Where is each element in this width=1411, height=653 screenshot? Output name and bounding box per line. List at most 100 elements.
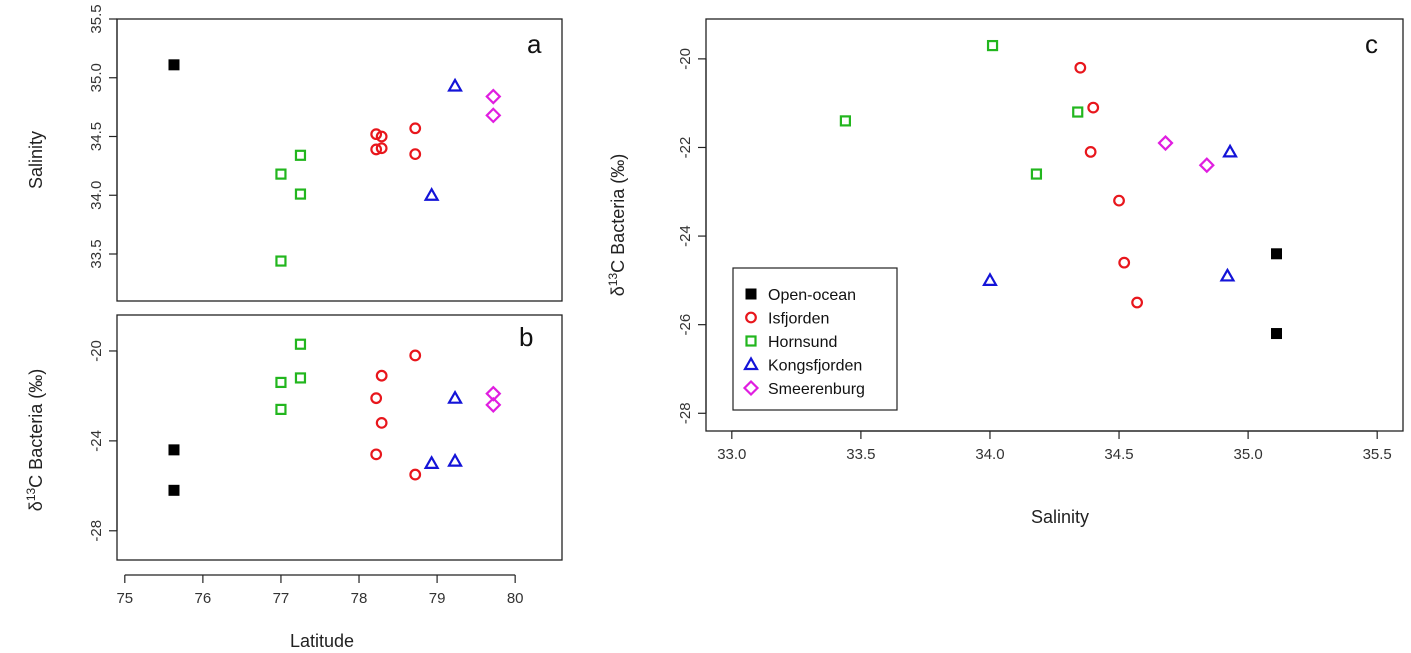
- y-tick-label: -20: [677, 48, 694, 70]
- y-tick-label: -22: [677, 137, 694, 159]
- data-point-kongsfjorden: [1219, 267, 1236, 282]
- panel-c-ylabel-rest: C Bacteria (‰): [608, 154, 628, 273]
- panel-c-x-axis-label: Salinity: [1031, 507, 1089, 527]
- data-point-hornsund: [1072, 106, 1084, 118]
- y-tick-label: -24: [677, 225, 694, 247]
- panel-c-letter: c: [1365, 29, 1378, 59]
- panel-b-y-ticks: -20 -24 -28: [88, 340, 118, 542]
- legend-label-isfjorden: Isfjorden: [768, 311, 829, 328]
- panel-b-ylabel-delta: δ: [26, 501, 46, 511]
- panel-b-points: [168, 338, 502, 496]
- x-tick-label: 35.0: [1234, 446, 1263, 463]
- x-tick-label: 77: [273, 590, 290, 607]
- y-tick-label: -28: [88, 520, 105, 542]
- x-tick-label: 76: [195, 590, 212, 607]
- data-point-hornsund: [294, 372, 307, 384]
- panel-c-x-ticks: 33.0 33.5 34.0 34.5 35.0 35.5: [717, 430, 1392, 463]
- panel-b-ylabel-rest: C Bacteria (‰): [26, 369, 46, 488]
- y-tick-label: 34.5: [88, 122, 105, 151]
- panel-c-points: [839, 39, 1283, 340]
- data-point-smeerenburg: [485, 396, 502, 413]
- panel-c-ylabel-sup: 13: [606, 273, 620, 287]
- panel-a-letter: a: [527, 29, 542, 59]
- data-point-isfjorden: [1131, 296, 1144, 309]
- data-point-isfjorden: [1074, 61, 1087, 74]
- data-point-isfjorden: [1084, 146, 1097, 158]
- data-point-isfjorden: [370, 392, 383, 405]
- data-point-isfjorden: [375, 416, 388, 429]
- y-tick-label: -20: [88, 340, 105, 362]
- y-tick-label: 34.0: [88, 181, 105, 210]
- x-tick-label: 34.5: [1104, 446, 1133, 463]
- panel-a-frame: [116, 18, 563, 302]
- data-point-open_ocean: [1271, 328, 1283, 340]
- panel-a: a Salinity 33.5 34.0 34.5 35.0 35.5: [26, 4, 563, 302]
- data-point-smeerenburg: [1198, 157, 1215, 174]
- data-point-hornsund: [986, 39, 999, 52]
- data-point-kongsfjorden: [447, 77, 463, 92]
- data-point-smeerenburg: [1157, 134, 1174, 152]
- data-point-open_ocean: [168, 444, 180, 456]
- x-tick-label: 34.0: [975, 446, 1004, 463]
- data-point-isfjorden: [1087, 101, 1100, 114]
- y-tick-label: -24: [88, 430, 105, 452]
- x-tick-label: 35.5: [1363, 446, 1392, 463]
- data-point-smeerenburg: [485, 88, 502, 105]
- data-point-hornsund: [275, 376, 287, 389]
- panel-b-x-ticks: 75 76 77 78 79 80: [116, 574, 524, 607]
- data-point-hornsund: [275, 403, 287, 416]
- legend-marker-open_ocean: [745, 288, 757, 300]
- panel-a-points: [168, 59, 502, 267]
- data-point-hornsund: [294, 188, 307, 200]
- x-tick-label: 33.5: [846, 446, 875, 463]
- data-point-isfjorden: [375, 369, 388, 382]
- x-tick-label: 80: [507, 590, 524, 607]
- panel-b-x-axis-label: Latitude: [290, 631, 354, 651]
- data-point-isfjorden: [1113, 194, 1125, 207]
- data-point-isfjorden: [375, 142, 388, 155]
- panel-b-ylabel-sup: 13: [24, 488, 38, 502]
- data-point-isfjorden: [370, 128, 383, 141]
- legend-label-hornsund: Hornsund: [768, 334, 837, 351]
- data-point-smeerenburg: [485, 385, 502, 402]
- y-tick-label: -28: [677, 402, 694, 424]
- data-point-kongsfjorden: [423, 455, 440, 469]
- data-point-kongsfjorden: [423, 187, 440, 201]
- data-point-isfjorden: [409, 122, 422, 135]
- legend-label-open_ocean: Open-ocean: [768, 287, 856, 304]
- legend-marker-hornsund: [745, 335, 757, 347]
- legend-marker-smeerenburg: [742, 379, 760, 397]
- data-point-isfjorden: [370, 143, 383, 156]
- data-point-isfjorden: [1118, 256, 1131, 269]
- data-point-hornsund: [1030, 168, 1043, 180]
- y-tick-label: 35.0: [88, 63, 105, 92]
- x-tick-label: 33.0: [717, 446, 746, 463]
- data-point-hornsund: [275, 255, 287, 267]
- data-point-isfjorden: [409, 468, 422, 481]
- panel-b: b δ13C Bacteria (‰) Latitude -20 -24 -28 7…: [24, 314, 563, 651]
- data-point-kongsfjorden: [447, 389, 463, 404]
- data-point-kongsfjorden: [1222, 143, 1238, 158]
- legend-marker-isfjorden: [745, 311, 757, 324]
- panel-a-y-axis-label: Salinity: [26, 131, 46, 189]
- y-tick-label: 35.5: [88, 4, 105, 33]
- legend-label-smeerenburg: Smeerenburg: [768, 381, 865, 398]
- panel-b-letter: b: [519, 322, 533, 352]
- data-point-hornsund: [275, 168, 287, 180]
- panel-a-y-ticks: 33.5 34.0 34.5 35.0 35.5: [88, 4, 118, 269]
- y-tick-label: -26: [677, 314, 694, 336]
- legend-marker-kongsfjorden: [743, 356, 759, 371]
- data-point-open_ocean: [168, 484, 180, 496]
- legend-label-kongsfjorden: Kongsfjorden: [768, 358, 862, 375]
- legend-box: [732, 267, 898, 411]
- x-tick-label: 75: [116, 590, 133, 607]
- panel-c-y-axis-label: δ13C Bacteria (‰): [606, 154, 628, 296]
- data-point-isfjorden: [375, 130, 388, 143]
- data-point-isfjorden: [409, 349, 422, 362]
- data-point-kongsfjorden: [982, 272, 998, 286]
- panel-c: c δ13C Bacteria (‰) Salinity -20-22-24-2…: [606, 18, 1404, 527]
- x-tick-label: 78: [351, 590, 368, 607]
- panel-c-y-ticks: -20 -22 -24 -26 -28: [677, 48, 707, 424]
- data-point-hornsund: [839, 115, 852, 127]
